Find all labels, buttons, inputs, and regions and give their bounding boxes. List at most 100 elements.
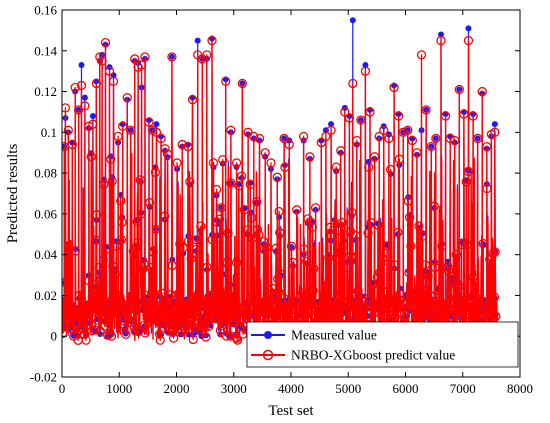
data-point	[309, 263, 319, 274]
data-point	[373, 220, 383, 230]
data-point	[84, 316, 94, 327]
data-point	[336, 250, 347, 260]
data-point	[111, 241, 121, 251]
data-point	[410, 287, 420, 298]
data-point	[211, 184, 222, 195]
data-point	[229, 300, 240, 310]
data-point	[292, 205, 302, 215]
data-point	[345, 302, 355, 312]
data-point	[479, 311, 489, 321]
data-point	[404, 212, 415, 222]
x-tick-label: 4000	[278, 381, 304, 396]
data-point	[280, 162, 290, 172]
data-point	[112, 292, 122, 302]
data-point	[337, 217, 347, 228]
data-point	[131, 242, 142, 252]
data-point	[254, 133, 265, 144]
data-point	[421, 105, 431, 115]
data-point	[379, 125, 389, 135]
data-point	[478, 238, 488, 249]
data-point	[121, 329, 131, 340]
data-point	[225, 284, 235, 295]
data-point	[268, 293, 278, 303]
data-point	[139, 258, 149, 269]
data-point	[276, 269, 286, 279]
data-point	[414, 221, 424, 231]
data-point	[288, 295, 299, 306]
data-point	[351, 294, 362, 304]
data-point	[426, 141, 436, 152]
data-point	[259, 245, 269, 255]
data-point	[450, 135, 460, 146]
data-point	[416, 50, 427, 60]
legend-label-measured: Measured value	[291, 328, 377, 343]
data-point	[189, 322, 200, 333]
data-point	[90, 325, 100, 335]
data-point	[415, 302, 425, 312]
data-point	[231, 258, 242, 268]
data-point	[218, 154, 228, 165]
data-point	[101, 244, 111, 254]
data-point	[381, 300, 391, 310]
data-point	[462, 240, 472, 250]
data-point	[246, 213, 257, 223]
data-point	[369, 152, 380, 162]
data-point	[237, 171, 247, 181]
data-point	[443, 266, 454, 276]
data-point	[393, 111, 404, 121]
data-point	[321, 131, 331, 142]
data-point	[455, 311, 465, 321]
data-point	[386, 164, 396, 175]
data-point	[207, 234, 217, 245]
data-point	[122, 93, 132, 103]
data-point	[184, 324, 194, 334]
data-point	[465, 25, 472, 32]
data-point	[221, 331, 232, 341]
data-point	[398, 127, 408, 137]
data-point	[227, 298, 238, 309]
data-point	[391, 305, 401, 315]
data-point	[136, 60, 147, 70]
data-point	[422, 310, 433, 320]
data-point	[134, 325, 145, 335]
x-tick-label: 2000	[164, 381, 190, 396]
data-point	[324, 300, 335, 311]
data-point	[437, 241, 447, 251]
data-point	[63, 125, 73, 135]
data-point	[98, 255, 108, 265]
data-point	[103, 330, 113, 340]
data-point	[487, 296, 498, 307]
data-point	[389, 82, 399, 93]
data-point	[252, 197, 262, 207]
data-point	[262, 242, 272, 252]
data-point	[443, 261, 453, 272]
data-point	[491, 121, 498, 128]
data-point	[336, 146, 346, 156]
data-point	[204, 321, 214, 332]
plot-area	[61, 9, 521, 378]
data-point	[488, 249, 498, 259]
data-point	[367, 280, 378, 290]
data-point	[384, 133, 394, 144]
data-point	[231, 158, 242, 168]
data-point	[144, 198, 155, 208]
data-point	[412, 148, 422, 158]
data-point	[273, 286, 284, 297]
data-point	[451, 249, 461, 260]
data-point	[365, 107, 375, 117]
y-tick-label: 0	[51, 329, 58, 344]
legend-marker-predicted	[262, 349, 274, 361]
data-point	[326, 230, 336, 241]
data-point	[121, 308, 132, 318]
data-point	[482, 183, 492, 194]
data-point	[104, 314, 114, 325]
data-point	[100, 37, 111, 48]
data-point	[331, 162, 341, 172]
data-point	[143, 307, 154, 318]
data-point	[340, 107, 350, 117]
data-point	[242, 225, 252, 235]
data-point	[74, 290, 84, 301]
data-point	[215, 325, 226, 336]
legend-marker-measured	[264, 331, 272, 339]
